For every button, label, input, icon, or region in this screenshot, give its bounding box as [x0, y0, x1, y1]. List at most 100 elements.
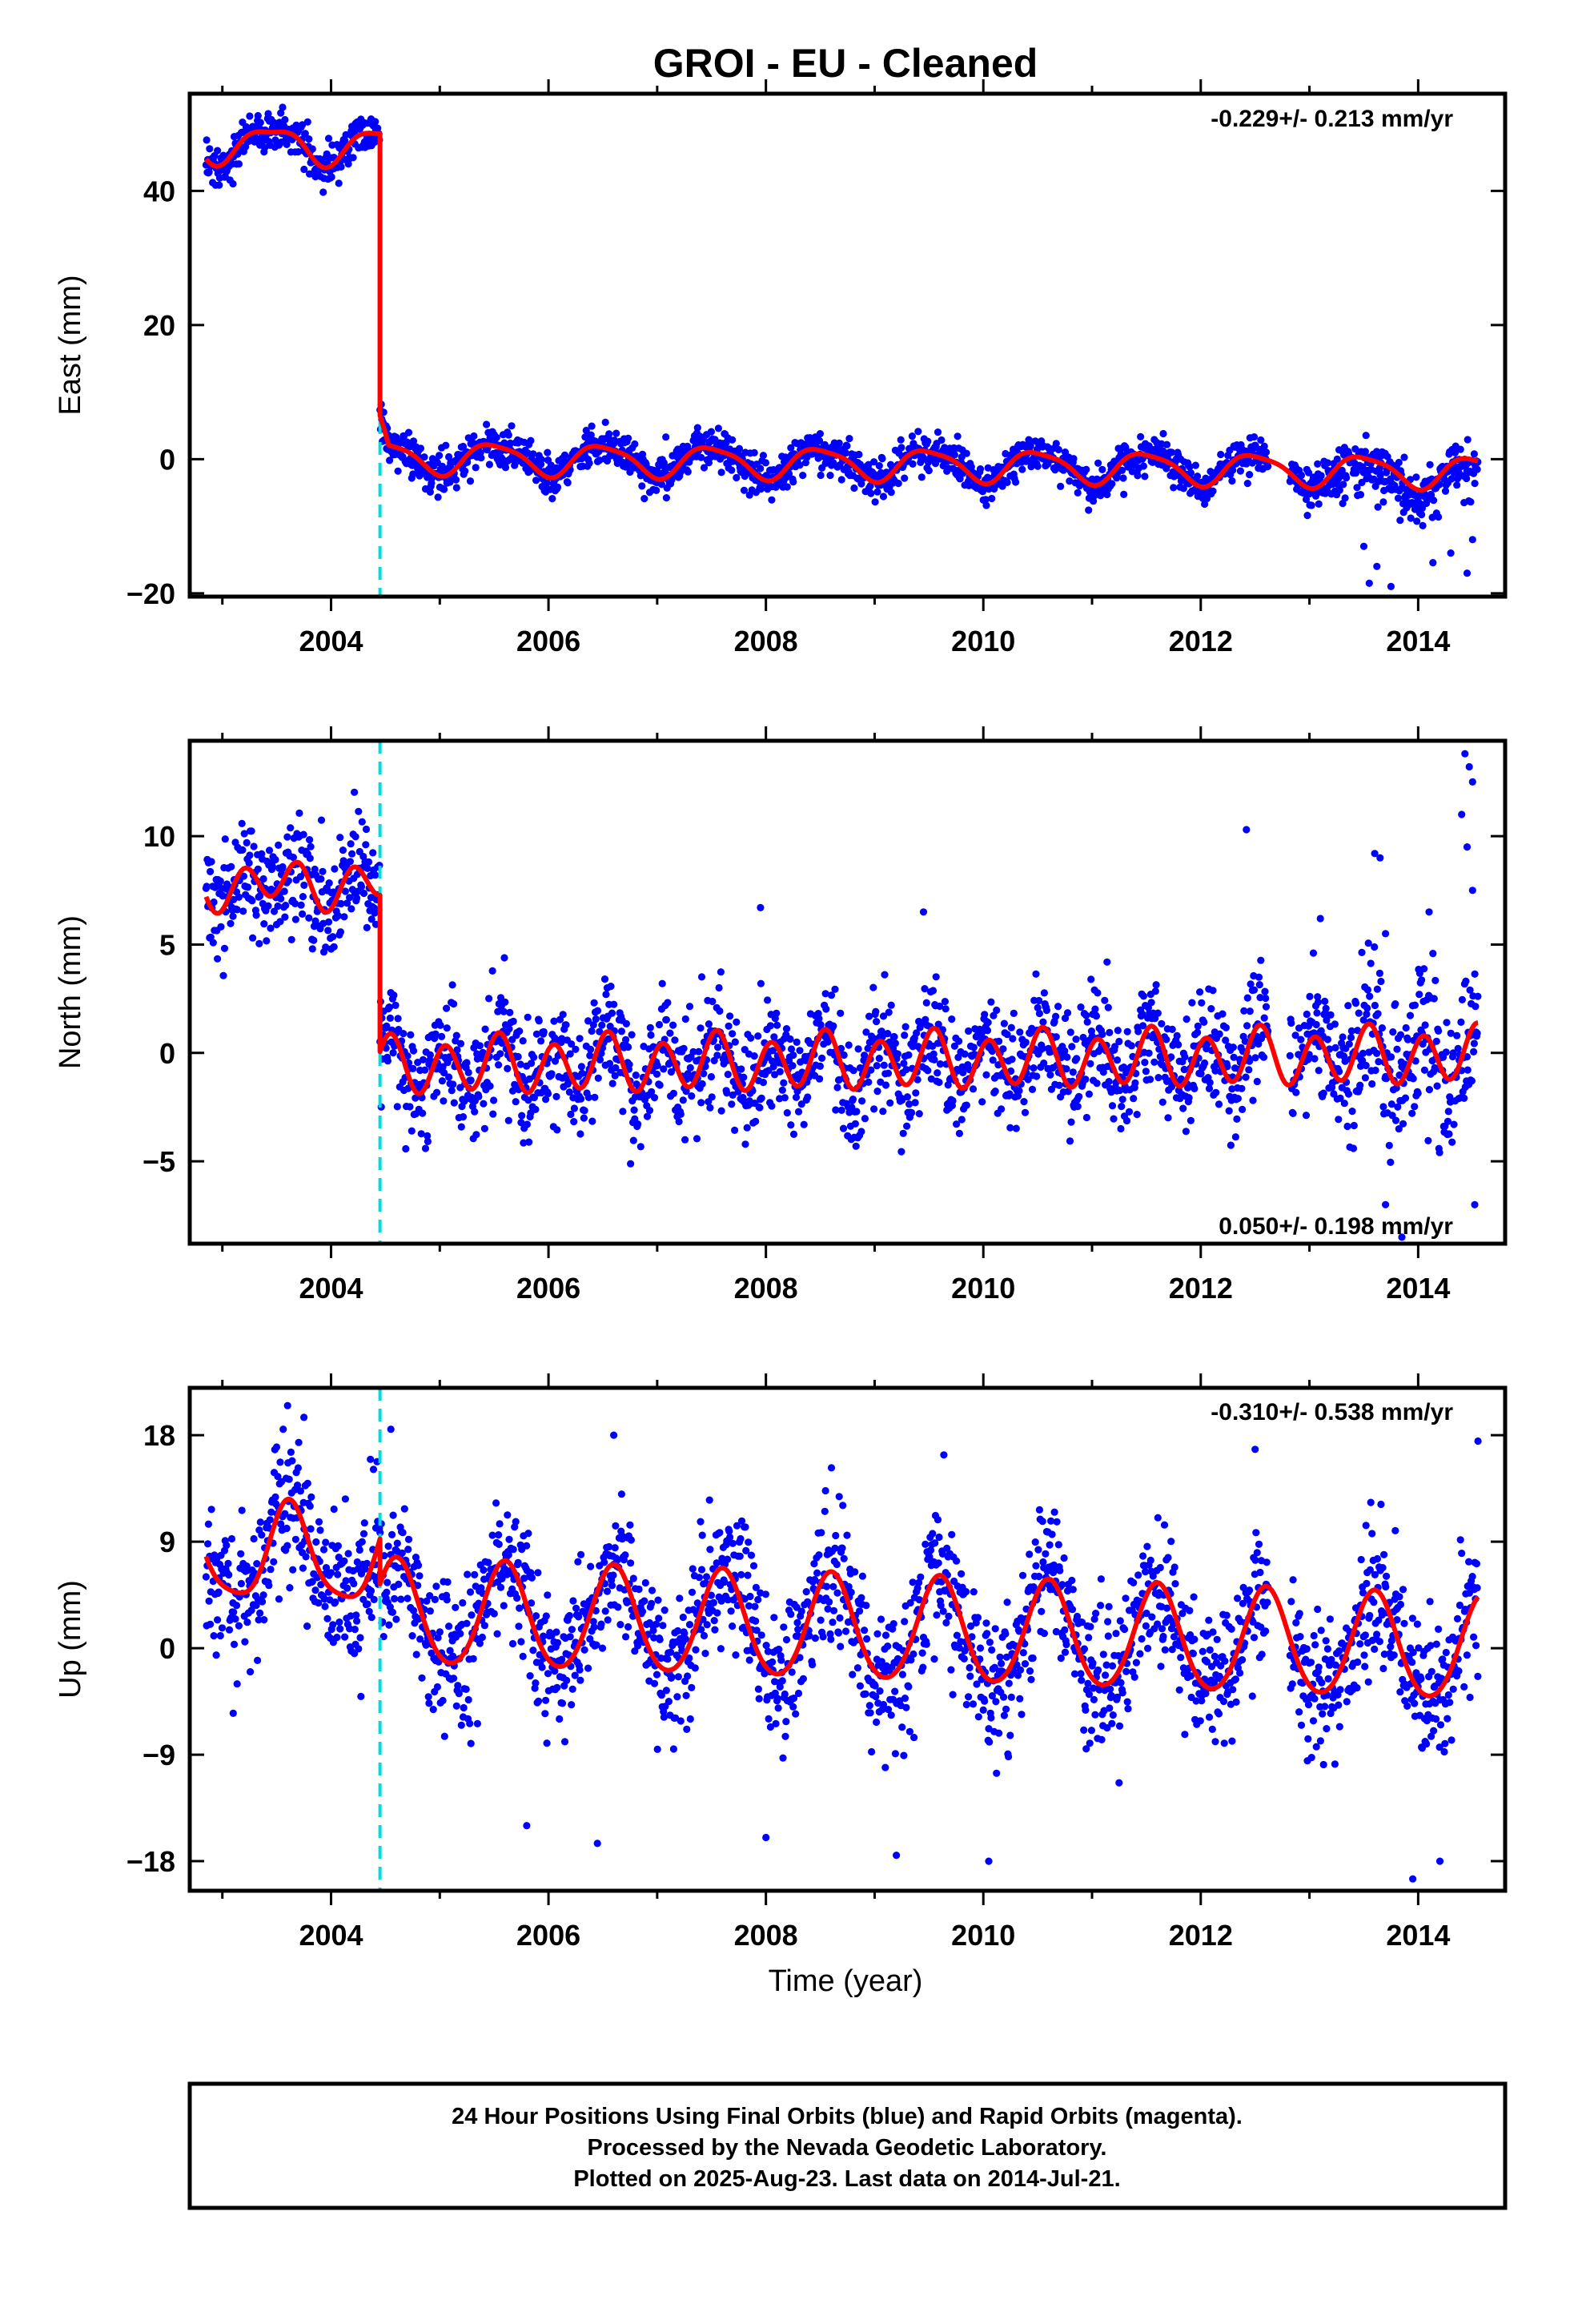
data-point — [1085, 506, 1093, 514]
data-point — [1424, 1136, 1432, 1144]
data-point — [299, 893, 307, 901]
data-point — [1340, 1100, 1348, 1108]
data-point — [1470, 1039, 1478, 1047]
data-point — [1168, 1025, 1176, 1033]
data-point — [353, 1617, 361, 1625]
data-point — [470, 432, 478, 440]
data-point — [1152, 981, 1160, 989]
y-tick-label: −18 — [126, 1845, 175, 1878]
data-point — [1110, 1115, 1118, 1123]
data-point — [707, 1073, 716, 1081]
data-point — [729, 436, 737, 444]
data-point — [1321, 997, 1329, 1005]
data-point — [1243, 826, 1251, 834]
data-point — [348, 850, 356, 858]
data-point — [794, 1108, 803, 1116]
data-point — [542, 1612, 550, 1620]
data-point — [340, 1557, 348, 1565]
data-point — [505, 1535, 513, 1543]
data-point — [291, 1535, 299, 1543]
data-point — [265, 1582, 273, 1590]
data-point — [1448, 1138, 1456, 1146]
data-point — [991, 1088, 999, 1096]
data-point — [488, 967, 496, 975]
data-point — [363, 923, 371, 931]
data-point — [1225, 1107, 1233, 1115]
data-point — [576, 1676, 584, 1684]
data-point — [1233, 1115, 1241, 1123]
data-point — [717, 1107, 725, 1115]
data-point — [685, 1003, 694, 1011]
data-point — [962, 1101, 970, 1109]
data-point — [934, 1069, 942, 1077]
data-point — [1194, 472, 1202, 480]
data-point — [750, 1052, 758, 1060]
data-point — [276, 1458, 284, 1466]
data-point — [605, 430, 613, 438]
data-point — [412, 1651, 420, 1659]
data-point — [367, 1586, 375, 1595]
data-point — [853, 1108, 861, 1116]
data-point — [295, 809, 303, 818]
data-point — [1105, 1078, 1113, 1086]
data-point — [270, 1558, 278, 1566]
data-point — [544, 1090, 552, 1098]
data-point — [754, 1032, 762, 1040]
x-tick-label: 2012 — [1169, 1919, 1233, 1952]
data-point — [439, 1696, 447, 1705]
data-point — [1158, 1098, 1166, 1106]
data-point — [787, 1121, 795, 1129]
data-point — [524, 1013, 532, 1021]
data-point — [1191, 461, 1199, 469]
data-point — [341, 1495, 349, 1503]
data-point — [1086, 1059, 1094, 1068]
data-point — [789, 1062, 797, 1070]
data-point — [1350, 1121, 1358, 1130]
data-point — [1316, 915, 1324, 923]
x-tick-label: 2010 — [951, 625, 1015, 657]
data-point — [901, 1023, 909, 1031]
data-point — [485, 995, 493, 1003]
data-point — [1068, 1043, 1076, 1051]
data-point — [237, 1550, 245, 1558]
data-point — [1033, 1072, 1041, 1080]
data-point — [445, 1073, 453, 1081]
data-point — [1118, 1096, 1126, 1104]
data-point — [1314, 460, 1322, 468]
data-point — [1389, 1028, 1397, 1036]
data-point — [1315, 500, 1323, 509]
data-point — [449, 1652, 457, 1660]
data-point — [697, 1024, 705, 1032]
data-point — [743, 1124, 751, 1132]
data-point — [416, 1572, 424, 1580]
y-tick-label: 0 — [159, 443, 175, 476]
data-point — [509, 1017, 517, 1025]
data-point — [238, 819, 246, 827]
data-point — [258, 1531, 266, 1539]
data-point — [1125, 1108, 1134, 1116]
data-point — [787, 444, 795, 452]
data-point — [1246, 471, 1254, 479]
data-point — [1067, 1118, 1075, 1126]
data-point — [535, 1017, 543, 1025]
data-point — [406, 1103, 414, 1111]
data-point — [558, 1699, 567, 1707]
data-point — [1115, 1037, 1123, 1046]
data-point — [707, 428, 716, 436]
data-point — [238, 1506, 246, 1514]
data-point — [1120, 490, 1128, 499]
data-point — [686, 1063, 694, 1072]
data-point — [299, 1564, 307, 1572]
data-point — [543, 479, 551, 487]
data-point — [425, 1699, 433, 1707]
data-point — [1104, 1003, 1112, 1011]
data-point — [839, 1124, 848, 1132]
data-point — [374, 124, 382, 132]
data-point — [914, 428, 922, 436]
data-point — [1289, 1109, 1297, 1117]
data-point — [512, 1098, 520, 1106]
y-tick-label: −5 — [143, 1145, 175, 1178]
data-point — [1206, 1079, 1214, 1087]
data-point — [506, 1008, 514, 1016]
data-point — [409, 437, 418, 445]
